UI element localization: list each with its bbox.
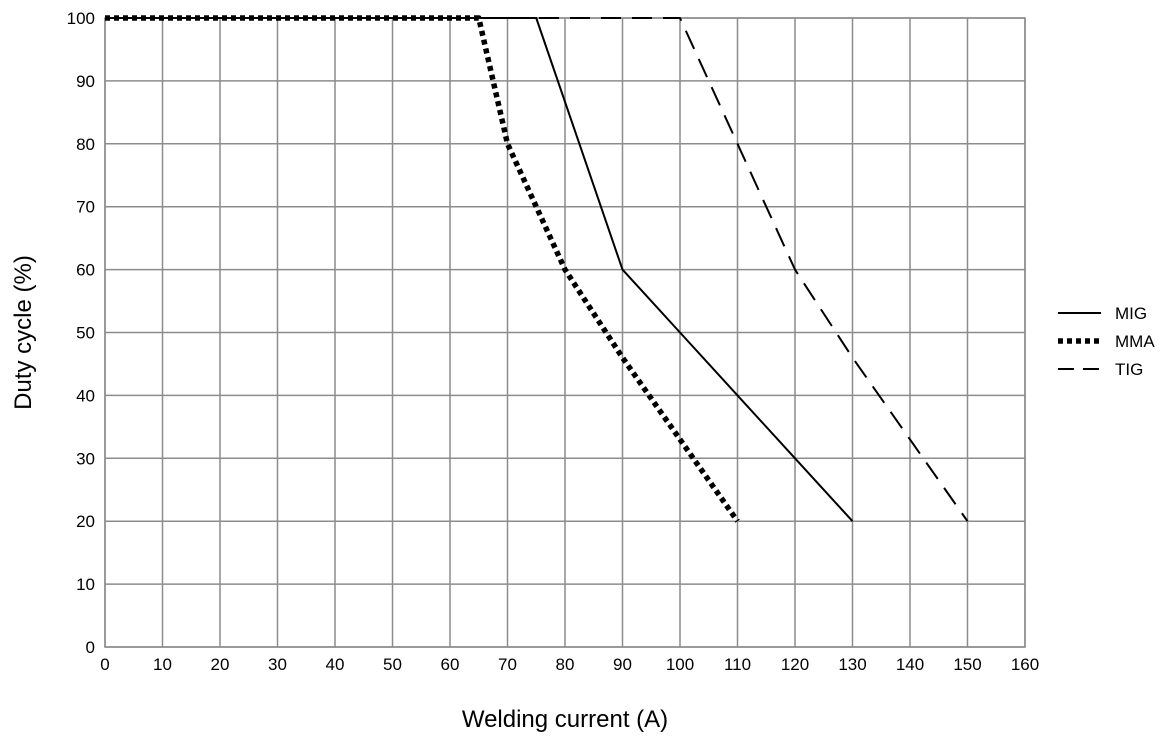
x-tick-label-30: 30 [268, 655, 287, 674]
x-tick-label-0: 0 [100, 655, 109, 674]
series-line-tig [105, 17, 969, 522]
legend: MIG MMA TIG [1058, 304, 1155, 379]
series-line-mma [105, 15, 740, 523]
x-tick-label-160: 160 [1011, 655, 1039, 674]
x-tick-label-70: 70 [498, 655, 517, 674]
x-tick-label-130: 130 [838, 655, 866, 674]
y-tick-label-40: 40 [76, 386, 95, 405]
x-tick-label-50: 50 [383, 655, 402, 674]
x-tick-label-120: 120 [781, 655, 809, 674]
x-tick-label-100: 100 [666, 655, 694, 674]
x-tick-label-90: 90 [613, 655, 632, 674]
y-tick-label-80: 80 [76, 135, 95, 154]
y-axis-title: Duty cycle (%) [10, 255, 37, 410]
x-tick-label-10: 10 [153, 655, 172, 674]
y-tick-label-70: 70 [76, 198, 95, 217]
x-tick-label-40: 40 [326, 655, 345, 674]
plot-frame [104, 17, 1026, 648]
legend-label-tig: TIG [1115, 360, 1143, 379]
y-tick-label-90: 90 [76, 72, 95, 91]
x-tick-label-150: 150 [953, 655, 981, 674]
y-tick-label-10: 10 [76, 575, 95, 594]
x-tick-label-140: 140 [896, 655, 924, 674]
series-line-mig [105, 17, 854, 522]
y-tick-labels: 0 10 20 30 40 50 60 70 80 90 100 [67, 9, 95, 657]
series [105, 15, 969, 523]
y-tick-label-30: 30 [76, 449, 95, 468]
y-tick-label-20: 20 [76, 512, 95, 531]
x-tick-label-60: 60 [441, 655, 460, 674]
grid [104, 17, 1026, 648]
x-tick-label-80: 80 [556, 655, 575, 674]
y-tick-label-50: 50 [76, 324, 95, 343]
y-tick-label-100: 100 [67, 9, 95, 28]
x-tick-label-20: 20 [211, 655, 230, 674]
legend-label-mma: MMA [1115, 332, 1155, 351]
y-tick-label-0: 0 [86, 638, 95, 657]
x-axis-title: Welding current (A) [462, 706, 668, 733]
legend-label-mig: MIG [1115, 304, 1147, 323]
x-tick-label-110: 110 [724, 655, 751, 674]
x-tick-labels: 0 10 20 30 40 50 60 70 80 90 100 110 120 130 140 150 160 [100, 655, 1039, 674]
y-tick-label-60: 60 [76, 261, 95, 280]
